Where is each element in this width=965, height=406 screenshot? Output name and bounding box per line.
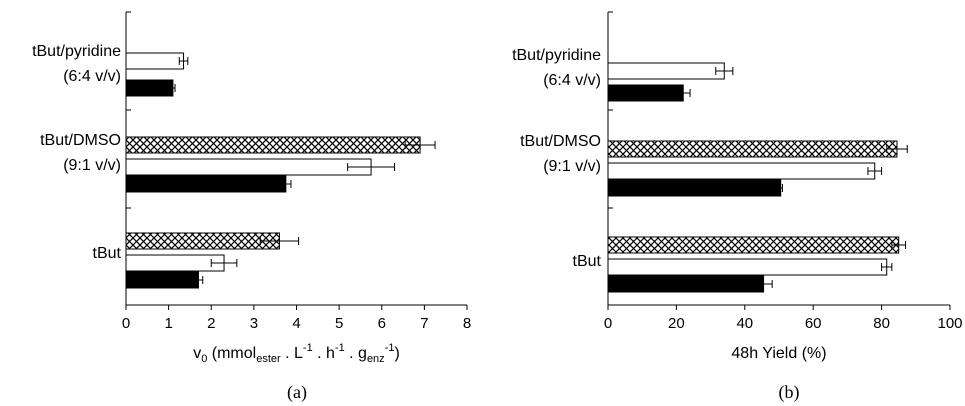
bar [607, 140, 898, 158]
bar [607, 236, 900, 254]
bar [125, 158, 372, 176]
category-label: (6:4 v/v) [543, 72, 601, 89]
x-tick-label: 6 [378, 315, 386, 332]
category-label: (6:4 v/v) [63, 68, 121, 85]
bar [607, 62, 725, 80]
x-tick-label: 8 [463, 315, 471, 332]
x-axis-label: 48h Yield (%) [731, 345, 826, 362]
x-tick-label: 4 [292, 315, 300, 332]
bar [125, 232, 280, 250]
x-axis-label: v0 (mmolester . L-1 . h-1 . genz-1) [193, 342, 400, 365]
bar [125, 175, 287, 193]
x-tick-label: 60 [805, 315, 822, 332]
bar [607, 258, 888, 276]
x-tick-label: 80 [873, 315, 890, 332]
x-tick-label: 0 [122, 315, 130, 332]
bar [125, 136, 421, 154]
panel-label: (a) [287, 382, 307, 403]
bar [125, 52, 185, 70]
category-label: tBut/pyridine [32, 43, 121, 60]
x-tick-label: 3 [250, 315, 258, 332]
chart-b: 0 20 40 60 80 100 tBut/pyridine (6:4 v/v) tBut/D… [512, 11, 963, 403]
bar [125, 254, 225, 272]
category-label: (9:1 v/v) [63, 157, 121, 174]
panel-label: (b) [779, 382, 800, 403]
bar [125, 79, 174, 97]
category-label: (9:1 v/v) [543, 158, 601, 175]
bar [607, 162, 876, 180]
bar [125, 271, 199, 289]
x-tick-label: 7 [420, 315, 428, 332]
bar [607, 179, 782, 197]
category-label: tBut [93, 245, 122, 262]
x-tick-label: 0 [604, 315, 612, 332]
x-tick-label: 5 [335, 315, 343, 332]
bar [607, 84, 684, 102]
chart-a: 0 1 2 3 4 5 6 7 8 tBut/pyridine (6:4 v/v) tBut/DMSO… [32, 11, 471, 403]
x-tick-label: 100 [937, 315, 962, 332]
bar [607, 275, 765, 293]
category-label: tBut [573, 253, 602, 270]
x-tick-label: 20 [668, 315, 685, 332]
x-tick-label: 1 [164, 315, 172, 332]
x-tick-label: 2 [207, 315, 215, 332]
category-label: tBut/DMSO [520, 133, 601, 150]
category-label: tBut/DMSO [40, 132, 121, 149]
x-tick-label: 40 [736, 315, 753, 332]
category-label: tBut/pyridine [512, 47, 601, 64]
